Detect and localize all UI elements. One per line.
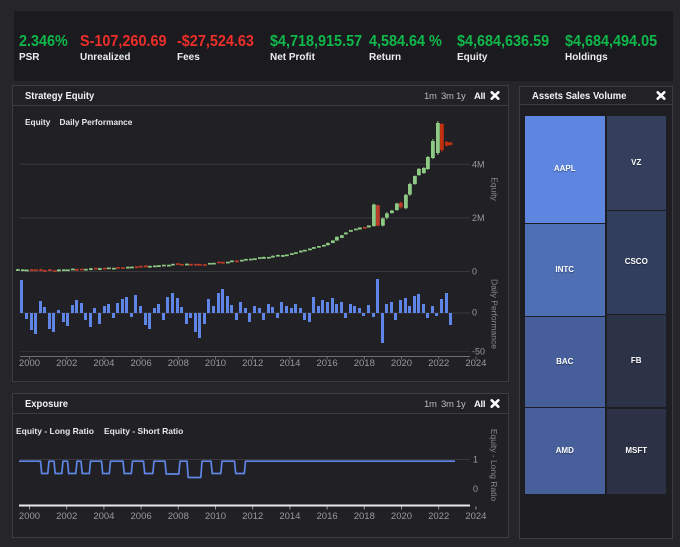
- svg-text:2012: 2012: [242, 511, 263, 522]
- svg-text:2024: 2024: [465, 511, 486, 522]
- svg-text:0: 0: [472, 267, 477, 277]
- svg-text:2022: 2022: [428, 511, 449, 522]
- svg-text:2004: 2004: [93, 358, 114, 369]
- svg-text:0: 0: [472, 308, 477, 318]
- svg-text:2018: 2018: [354, 511, 375, 522]
- svg-text:2000: 2000: [19, 358, 40, 369]
- svg-text:2008: 2008: [168, 511, 189, 522]
- svg-text:4M: 4M: [472, 160, 485, 170]
- svg-text:2016: 2016: [317, 358, 338, 369]
- svg-text:1: 1: [473, 455, 478, 465]
- svg-text:2000: 2000: [19, 511, 40, 522]
- svg-text:-50: -50: [472, 347, 485, 357]
- svg-text:2018: 2018: [354, 358, 375, 369]
- svg-text:2010: 2010: [205, 358, 226, 369]
- svg-text:2014: 2014: [279, 511, 300, 522]
- svg-text:2012: 2012: [242, 358, 263, 369]
- svg-text:2M: 2M: [472, 213, 485, 223]
- svg-text:2014: 2014: [279, 358, 300, 369]
- svg-text:2022: 2022: [428, 358, 449, 369]
- svg-text:2008: 2008: [168, 358, 189, 369]
- svg-text:2004: 2004: [93, 511, 114, 522]
- svg-text:2010: 2010: [205, 511, 226, 522]
- svg-text:Daily Performance: Daily Performance: [490, 279, 500, 349]
- svg-text:2006: 2006: [131, 358, 152, 369]
- svg-text:Equity: Equity: [490, 177, 500, 201]
- svg-text:2020: 2020: [391, 511, 412, 522]
- svg-text:2016: 2016: [317, 511, 338, 522]
- svg-text:2024: 2024: [465, 358, 486, 369]
- svg-text:2002: 2002: [56, 511, 77, 522]
- svg-text:2006: 2006: [131, 511, 152, 522]
- svg-text:2002: 2002: [56, 358, 77, 369]
- svg-text:Equity - Long Ratio: Equity - Long Ratio: [489, 429, 499, 502]
- svg-text:2020: 2020: [391, 358, 412, 369]
- svg-text:0: 0: [473, 484, 478, 494]
